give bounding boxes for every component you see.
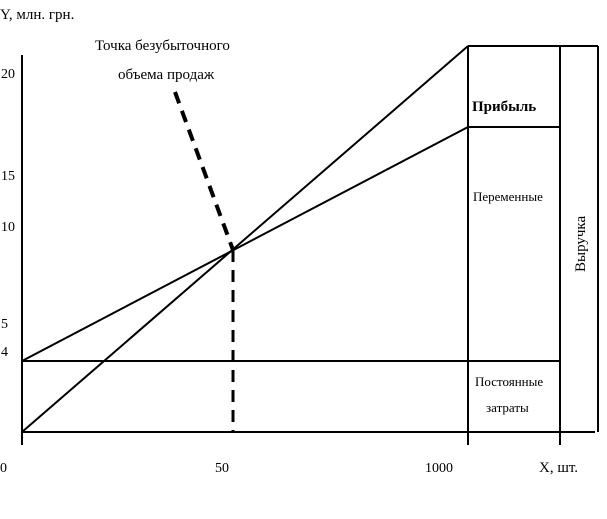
revenue-label: Выручка <box>573 216 589 272</box>
breakeven-annotation-line1: Точка безубыточного <box>95 38 230 54</box>
breakeven-annotation-line2: объема продаж <box>118 67 215 83</box>
y-tick-label: 5 <box>1 317 8 332</box>
revenue-line <box>21 45 469 433</box>
variable-costs-label: Переменные <box>473 189 543 204</box>
x-tick-label: 1000 <box>425 461 453 476</box>
y-tick-label: 15 <box>1 169 15 184</box>
x-tick-label: 0 <box>0 461 7 476</box>
breakeven-pointer-dashed <box>173 91 235 251</box>
y-tick-label: 4 <box>1 345 8 360</box>
fixed-costs-label-line1: Постоянные <box>475 374 543 389</box>
fixed-costs-label-line2: затраты <box>486 400 529 415</box>
x-tick-label: 50 <box>215 461 229 476</box>
total-costs-line <box>21 126 469 362</box>
y-axis-label: Y, млн. грн. <box>0 7 74 23</box>
y-tick-label: 20 <box>1 67 15 82</box>
x-axis-label: X, шт. <box>539 460 578 476</box>
profit-label: Прибыль <box>472 99 536 115</box>
y-tick-label: 10 <box>1 220 15 235</box>
